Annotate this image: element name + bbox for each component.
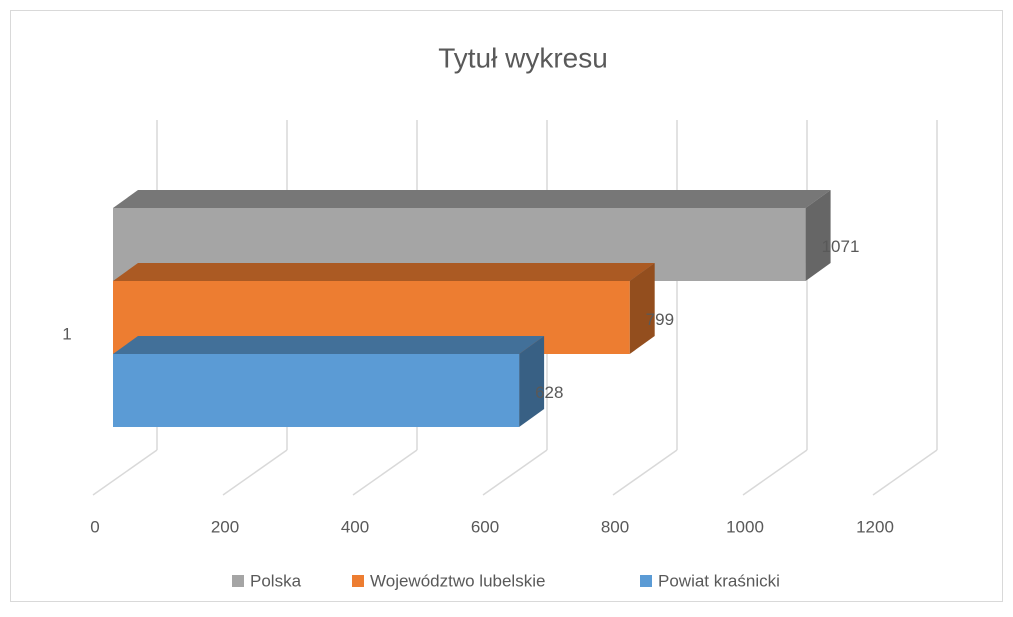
legend-swatch — [640, 575, 652, 587]
chart-title: Tytuł wykresu — [438, 42, 608, 73]
legend-label: Powiat kraśnicki — [658, 571, 780, 590]
bar-front — [113, 354, 520, 427]
floor-grid-line — [352, 449, 418, 496]
floor-grid-line — [742, 449, 808, 496]
floor-grid-line — [222, 449, 288, 496]
x-tick-label: 0 — [90, 517, 99, 536]
legend-swatch — [232, 575, 244, 587]
data-label: 799 — [646, 310, 674, 329]
x-tick-label: 200 — [211, 517, 239, 536]
legend-label: Województwo lubelskie — [370, 571, 545, 590]
data-label: 628 — [535, 383, 563, 402]
bar — [113, 336, 545, 427]
legend-label: Polska — [250, 571, 302, 590]
data-label: 1071 — [822, 237, 860, 256]
bar-side — [519, 336, 545, 427]
bar-side — [629, 263, 655, 354]
bar-side — [805, 190, 831, 281]
bar-top — [113, 190, 831, 208]
x-tick-label: 1200 — [856, 517, 894, 536]
legend-swatch — [352, 575, 364, 587]
x-tick-label: 1000 — [726, 517, 764, 536]
bar-top — [113, 336, 545, 354]
x-tick-label: 400 — [341, 517, 369, 536]
floor-grid-line — [612, 449, 678, 496]
x-tick-label: 600 — [471, 517, 499, 536]
floor-grid-line — [872, 449, 938, 496]
floor-grid-line — [92, 449, 158, 496]
bar-top — [113, 263, 655, 281]
x-tick-label: 800 — [601, 517, 629, 536]
floor-grid-line — [482, 449, 548, 496]
y-tick-label: 1 — [62, 324, 71, 343]
